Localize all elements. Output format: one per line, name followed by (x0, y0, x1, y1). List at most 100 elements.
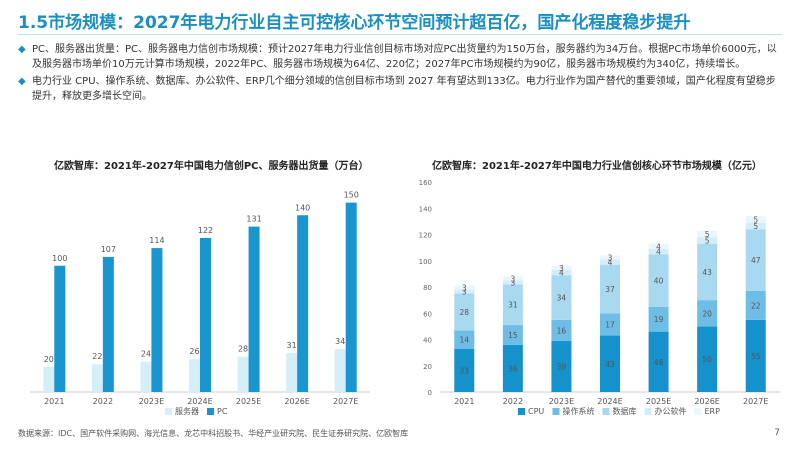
data-label: 3 (462, 284, 467, 293)
data-label: 22 (92, 352, 102, 361)
os-segment (551, 319, 572, 341)
data-label: 36 (508, 364, 518, 373)
y-tick-label: 20 (423, 363, 432, 371)
data-label: 5 (753, 215, 758, 224)
pc-bar (102, 256, 114, 392)
office-software-segment (697, 237, 718, 244)
erp-segment (648, 243, 669, 249)
database-segment (551, 275, 572, 320)
y-tick-label: 160 (419, 179, 432, 187)
office-software-segment (648, 248, 669, 255)
page-number: 7 (774, 428, 780, 438)
x-tick-label: 2026E (284, 397, 309, 406)
legend-label: PC (217, 407, 228, 416)
data-label: 40 (654, 276, 664, 285)
office-software-segment (551, 269, 572, 276)
legend-label: CPU (528, 407, 544, 416)
database-segment (648, 254, 669, 307)
server-bar (140, 361, 152, 392)
slide-title: 1.5市场规模：2027年电力行业自主可控核心环节空间预计超百亿，国产化程度稳步… (18, 13, 691, 33)
data-label: 5 (753, 222, 758, 231)
data-label: 122 (198, 226, 213, 235)
x-tick-label: 2025E (236, 397, 261, 406)
pc-bar (54, 265, 66, 392)
legend-swatch (518, 408, 525, 415)
legend-label: 服务器 (175, 406, 199, 416)
server-bar (91, 364, 103, 392)
data-label: 55 (751, 352, 761, 361)
pc-bar (248, 226, 260, 392)
bullet-text: 电力行业 CPU、操作系统、数据库、办公软件、ERP几个细分领域的信创目标市场到… (32, 76, 776, 102)
data-label: 24 (141, 350, 151, 359)
data-label: 22 (751, 301, 761, 310)
legend-swatch (207, 408, 214, 415)
data-label: 20 (702, 309, 712, 318)
x-tick-label: 2022 (93, 397, 113, 406)
y-tick-label: 120 (419, 232, 432, 240)
office-software-segment (454, 289, 475, 294)
data-label: 4 (559, 269, 564, 278)
data-label: 150 (344, 191, 359, 200)
os-segment (454, 330, 475, 349)
legend-label: 办公软件 (655, 406, 687, 416)
data-label: 140 (295, 203, 310, 212)
pc-bar (151, 248, 163, 392)
erp-segment (551, 266, 572, 270)
data-label: 4 (656, 242, 661, 251)
data-source-note: 数据来源：IDC、国产软件采购网、海光信息、龙芯中科招股书、华经产业研究院、民生… (18, 429, 409, 438)
database-segment (697, 243, 718, 301)
title-divider (18, 34, 782, 35)
os-segment (697, 300, 718, 327)
data-label: 37 (605, 285, 615, 294)
data-label: 39 (557, 362, 567, 371)
database-segment (502, 284, 523, 326)
x-tick-label: 2021 (44, 397, 64, 406)
x-tick-label: 2025E (646, 397, 671, 406)
pc-bar (297, 215, 309, 392)
chart-title-market-size: 亿欧智库：2021年-2027年中国电力行业信创核心环节市场规模（亿元） (432, 161, 762, 172)
server-bar (237, 356, 249, 392)
legend-label: ERP (705, 407, 721, 416)
cpu-segment (697, 326, 718, 392)
bullet-text: PC、服务器出货量：PC、服务器电力信创市场规模：预计2027年电力行业信创目标… (32, 44, 777, 70)
x-tick-label: 2023E (139, 397, 164, 406)
cpu-segment (600, 335, 620, 392)
x-tick-label: 2024E (187, 397, 212, 406)
cpu-segment (745, 319, 766, 392)
bullet-item: ◆ PC、服务器出货量：PC、服务器电力信创市场规模：预计2027年电力行业信创… (18, 42, 784, 72)
data-label: 31 (508, 301, 518, 310)
x-tick-label: 2027E (333, 397, 358, 406)
data-label: 4 (608, 258, 613, 267)
data-label: 28 (460, 308, 470, 317)
y-tick-label: 0 (428, 389, 432, 397)
data-label: 33 (460, 366, 470, 375)
office-software-segment (600, 259, 620, 265)
cpu-segment (502, 344, 523, 392)
y-tick-label: 40 (423, 337, 432, 345)
y-tick-label: 60 (423, 310, 432, 318)
diamond-bullet-icon: ◆ (18, 44, 26, 55)
erp-segment (600, 255, 620, 260)
x-tick-label: 2023E (549, 397, 574, 406)
pc-bar (345, 202, 357, 392)
erp-segment (502, 276, 523, 281)
erp-segment (454, 285, 475, 290)
data-label: 100 (52, 254, 67, 263)
data-label: 15 (508, 331, 518, 340)
x-tick-label: 2027E (743, 397, 768, 406)
legend-swatch (552, 408, 560, 415)
data-label: 20 (44, 355, 54, 364)
data-label: 131 (246, 215, 261, 224)
data-label: 28 (238, 345, 248, 354)
database-segment (454, 293, 475, 331)
data-label: 107 (101, 245, 116, 254)
data-label: 17 (605, 320, 615, 329)
server-bar (286, 352, 298, 392)
cpu-segment (551, 340, 572, 392)
data-label: 14 (460, 336, 470, 345)
data-label: 3 (559, 264, 564, 273)
data-label: 3 (462, 288, 467, 297)
data-label: 4 (656, 248, 661, 257)
